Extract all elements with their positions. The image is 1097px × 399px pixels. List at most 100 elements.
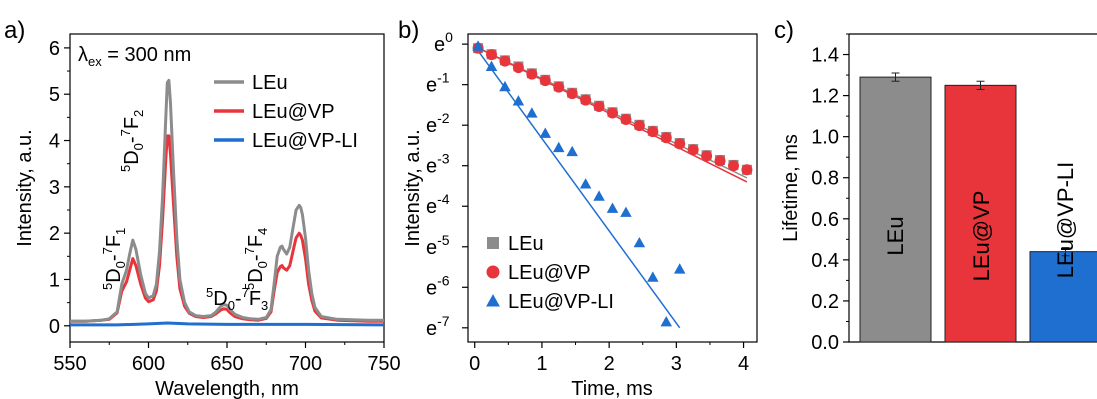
bar-leu-vp-li xyxy=(1029,251,1097,343)
series-line-leu-vp-li xyxy=(70,321,385,327)
panel-b-legend: LEu LEu@VP LEu@VP-LI xyxy=(486,233,614,313)
legend-label: LEu@VP-LI xyxy=(508,291,614,313)
legend-label: LEu@VP xyxy=(508,262,591,284)
ytick-exponent: -6 xyxy=(437,272,450,288)
legend-label: LEu@VP xyxy=(252,101,335,123)
panel-a-xtick-label: 750 xyxy=(367,353,400,375)
data-point-leu-vp-li xyxy=(647,271,659,282)
peak-label-d: D xyxy=(121,150,143,164)
peak-label-f: F xyxy=(245,235,267,247)
peak-label-d: D xyxy=(213,288,227,310)
panel-c-label: c) xyxy=(774,17,794,44)
panel-a-xlabel: Wavelength, nm xyxy=(155,378,299,399)
panel-b-label: b) xyxy=(398,17,419,44)
ytick-exponent: -7 xyxy=(437,313,450,329)
ytick-base: e xyxy=(426,115,437,137)
panel-b-xtick-label: 0 xyxy=(469,353,480,375)
legend-label: LEu xyxy=(508,233,544,255)
peak-label-f: F xyxy=(103,235,125,247)
panel-a-ytick-label: 2 xyxy=(49,223,60,245)
data-point-leu-vp-li xyxy=(673,263,686,274)
data-point-leu-vp-li xyxy=(499,80,511,92)
data-point-leu-vp-li xyxy=(660,315,673,327)
data-point-leu-vp xyxy=(593,101,605,113)
data-point-leu-vp-li xyxy=(566,145,578,157)
data-point-leu-vp xyxy=(714,155,726,167)
data-point-leu-vp-li xyxy=(606,202,619,213)
panel-c-ylabel: Lifetime, ms xyxy=(780,134,802,242)
panel-a-label: a) xyxy=(4,17,25,44)
ytick-exponent: -4 xyxy=(437,191,450,207)
panel-c-ytick-label: 1.4 xyxy=(811,45,839,67)
ytick-base: e xyxy=(426,318,437,340)
panel-c-lifetime-bar-chart: c) 0.0 0.2 0.4 0.6 0.8 1.0 1.2 1.4 LEu LEu@VP LEu… xyxy=(774,17,1097,354)
data-point-leu-vp-li xyxy=(620,206,632,217)
data-point-leu-vp xyxy=(727,160,739,172)
panel-b-ytick-label: e-1 xyxy=(426,70,450,97)
data-point-leu-vp xyxy=(660,132,672,144)
peak-label-sup: 5 xyxy=(100,283,115,290)
data-point-leu-vp-li xyxy=(593,190,605,201)
panel-a-xtick-label: 600 xyxy=(132,353,165,375)
panel-a-ylabel: Intensity, a.u. xyxy=(14,129,36,246)
data-point-leu-vp xyxy=(526,68,538,80)
data-point-leu-vp-li xyxy=(472,40,484,51)
excitation-label: λex = 300 nm xyxy=(78,44,191,69)
ytick-exponent: -3 xyxy=(437,151,450,167)
peak-label-f: F xyxy=(249,288,261,310)
panel-a-xtick-label: 650 xyxy=(210,353,243,375)
bar-category-label: LEu@VP xyxy=(969,191,994,282)
panel-b-xtick-label: 3 xyxy=(671,353,682,375)
panel-a-ytick-label: 5 xyxy=(49,84,60,106)
panel-b-xtick-label: 1 xyxy=(536,353,547,375)
data-point-leu-vp xyxy=(701,150,713,162)
data-point-leu-vp-li xyxy=(485,60,498,72)
peak-label-sup: 5 xyxy=(118,165,133,172)
ytick-exponent: -5 xyxy=(437,232,450,248)
panel-b-xtick-label: 2 xyxy=(604,353,615,375)
peak-label-f: F xyxy=(121,117,143,129)
peak-label-sup: 7 xyxy=(242,247,257,254)
peak-label-transition: 5D0-7F3 xyxy=(206,285,268,313)
panel-c-ytick-label: 0.4 xyxy=(811,250,839,272)
peak-label-sub: 1 xyxy=(113,228,128,235)
panel-b-xtick-label: 4 xyxy=(738,353,749,375)
panel-b-ytick-label: e-3 xyxy=(426,151,450,178)
panel-a-legend: LEu LEu@VP LEu@VP-LI xyxy=(214,72,358,152)
data-point-leu-vp xyxy=(620,114,632,126)
peak-label-sup: 7 xyxy=(100,247,115,254)
panel-b-ytick-label: e-4 xyxy=(426,191,450,218)
peak-label-sup: 7 xyxy=(118,129,133,136)
panel-b-ytick-label: e-7 xyxy=(426,313,450,340)
panel-a-xtick-label: 700 xyxy=(289,353,322,375)
fit-line-leu-vp-li xyxy=(474,45,681,329)
peak-label-sub: 0 xyxy=(113,261,128,268)
data-point-leu-vp-li xyxy=(579,178,592,189)
peak-label-transition: 5D0-7F1 xyxy=(100,228,128,290)
data-point-leu-vp xyxy=(580,94,592,106)
peak-label-dash: - xyxy=(245,254,267,261)
ytick-base: e xyxy=(426,75,437,97)
panel-b-ytick-label: e-2 xyxy=(426,110,450,137)
panel-c-ytick-label: 0.0 xyxy=(811,332,839,354)
peak-label-transition: 5D0-7F4 xyxy=(242,228,270,290)
bar-category-label: LEu@VP-LI xyxy=(1053,162,1078,279)
peak-label-d: D xyxy=(103,268,125,282)
data-point-leu-vp xyxy=(687,144,699,156)
legend-label: LEu xyxy=(252,72,288,94)
peak-label-sup: 7 xyxy=(242,285,249,300)
peak-label-dash: - xyxy=(235,288,242,310)
data-point-leu-vp xyxy=(566,88,578,100)
legend-label: LEu@VP-LI xyxy=(252,130,358,152)
peak-label-d: D xyxy=(245,268,267,282)
ytick-base: e xyxy=(434,34,445,56)
series-line-leu xyxy=(70,78,384,323)
panel-b-ytick-label: e0 xyxy=(434,29,453,56)
panel-a-ytick-label: 0 xyxy=(49,316,60,338)
panel-c-ytick-label: 0.6 xyxy=(811,209,839,231)
peak-label-sub: 0 xyxy=(228,298,235,313)
peak-label-sub: 0 xyxy=(131,143,146,150)
ytick-base: e xyxy=(426,237,437,259)
ytick-exponent: -2 xyxy=(437,110,450,126)
